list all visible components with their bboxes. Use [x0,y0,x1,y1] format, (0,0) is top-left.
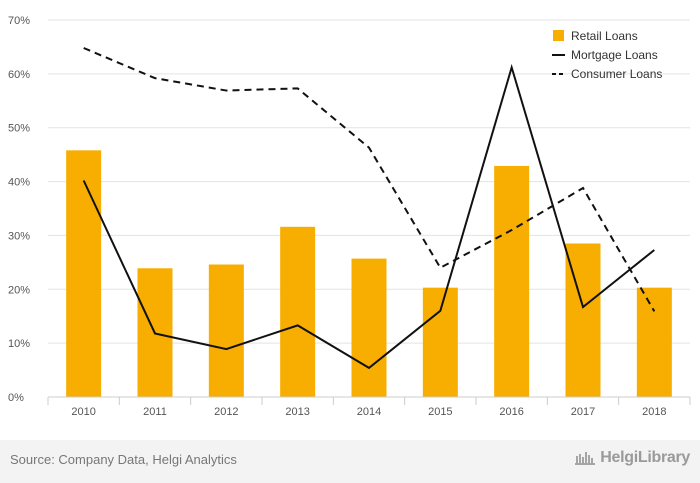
y-tick-label: 70% [8,15,30,27]
x-tick-label: 2016 [499,406,523,418]
bar-retail-loans [422,287,458,397]
legend-label: Mortgage Loans [571,48,658,62]
bar-retail-loans [66,150,102,397]
chart: 0% 10% 20% 30% 40% 50% 60% 70% 2010 2011 2012 2013… [8,15,691,418]
y-tick-label: 20% [8,284,30,296]
x-tick-label: 2017 [571,406,595,418]
line-consumer-loans [83,47,656,312]
brand-name: HelgiLibrary [600,449,690,466]
bar-retail-loans [208,264,244,397]
x-tick-label: 2011 [143,406,167,418]
y-tick-label: 40% [8,177,30,189]
legend-swatch-retail [553,30,564,41]
y-axis-ticks: 0% 10% 20% 30% 40% 50% 60% 70% [8,15,30,404]
x-tick-label: 2018 [642,406,666,418]
y-tick-label: 0% [8,392,24,404]
line-series [82,47,656,370]
x-axis: 2010 2011 2012 2013 2014 2015 2016 2017 2018 [47,396,691,418]
library-icon [575,452,596,465]
bar-series [66,150,672,397]
bar-retail-loans [280,226,316,397]
x-tick-label: 2010 [71,406,95,418]
y-tick-label: 50% [8,123,30,135]
bar-retail-loans [494,165,530,397]
bar-retail-loans [636,287,672,397]
bar-retail-loans [351,258,387,397]
line-mortgage-loans [82,63,655,370]
legend-label: Consumer Loans [571,67,662,81]
x-tick-label: 2014 [357,406,381,418]
brand-logo: HelgiLibrary [574,449,690,467]
source-note: Source: Company Data, Helgi Analytics [10,452,237,467]
x-tick-label: 2013 [285,406,309,418]
y-tick-label: 10% [8,338,30,350]
y-tick-label: 60% [8,69,30,81]
y-tick-label: 30% [8,230,30,242]
x-tick-label: 2012 [214,406,238,418]
x-tick-label: 2015 [428,406,452,418]
legend-label: Retail Loans [571,29,638,43]
legend: Retail Loans Mortgage Loans Consumer Loans [552,29,662,81]
